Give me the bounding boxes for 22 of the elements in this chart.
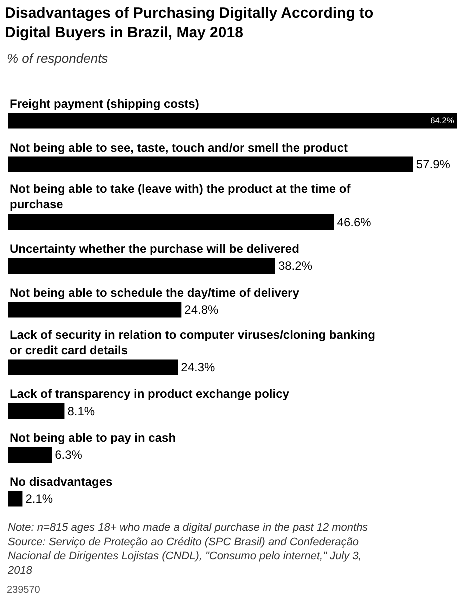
y-tick-label: Not being able to see, taste, touch and/or smell the product xyxy=(10,141,348,155)
y-tick-label: Not being able to take (leave with) the product at the time of purchase xyxy=(10,182,352,212)
y-tick-label: Lack of security in relation to computer viruses/cloning banking or credit card details xyxy=(10,328,376,358)
y-tick-label: Not being able to schedule the day/time of delivery xyxy=(10,286,300,300)
data-label: 24.8% xyxy=(184,302,219,317)
data-label: 57.9% xyxy=(416,158,451,172)
data-label: 64.2% xyxy=(430,116,455,126)
annotation: Note: n=815 ages 18+ who made a digital purchase in the past 12 months Source: Serviço de Proteção ao Crédito (SPC Brasil) and Confederação Nacional de Dirigentes Lojistas (CNDL), "Consumo pelo internet," July 3, 2018 xyxy=(7,522,369,577)
y-tick-label: Freight payment (shipping costs) xyxy=(10,97,200,111)
y-tick-label: No disadvantages xyxy=(10,475,114,489)
data-label: 46.6% xyxy=(337,215,372,230)
data-label: 6.3% xyxy=(55,448,83,462)
y-tick-label: Lack of transparency in product exchange policy xyxy=(10,387,290,401)
text: 239570 xyxy=(7,585,41,596)
data-label: 2.1% xyxy=(26,492,54,506)
chart-subtitle: % of respondents xyxy=(7,51,109,66)
data-label: 24.3% xyxy=(181,360,216,375)
chart-title: Disadvantages of Purchasing Digitally According to Digital Buyers in Brazil, May 2018 xyxy=(5,5,374,42)
y-tick-label: Uncertainty whether the purchase will be delivered xyxy=(10,242,300,256)
data-label: 8.1% xyxy=(68,404,96,418)
data-label: 38.2% xyxy=(278,259,313,274)
y-tick-label: Not being able to pay in cash xyxy=(10,431,176,445)
